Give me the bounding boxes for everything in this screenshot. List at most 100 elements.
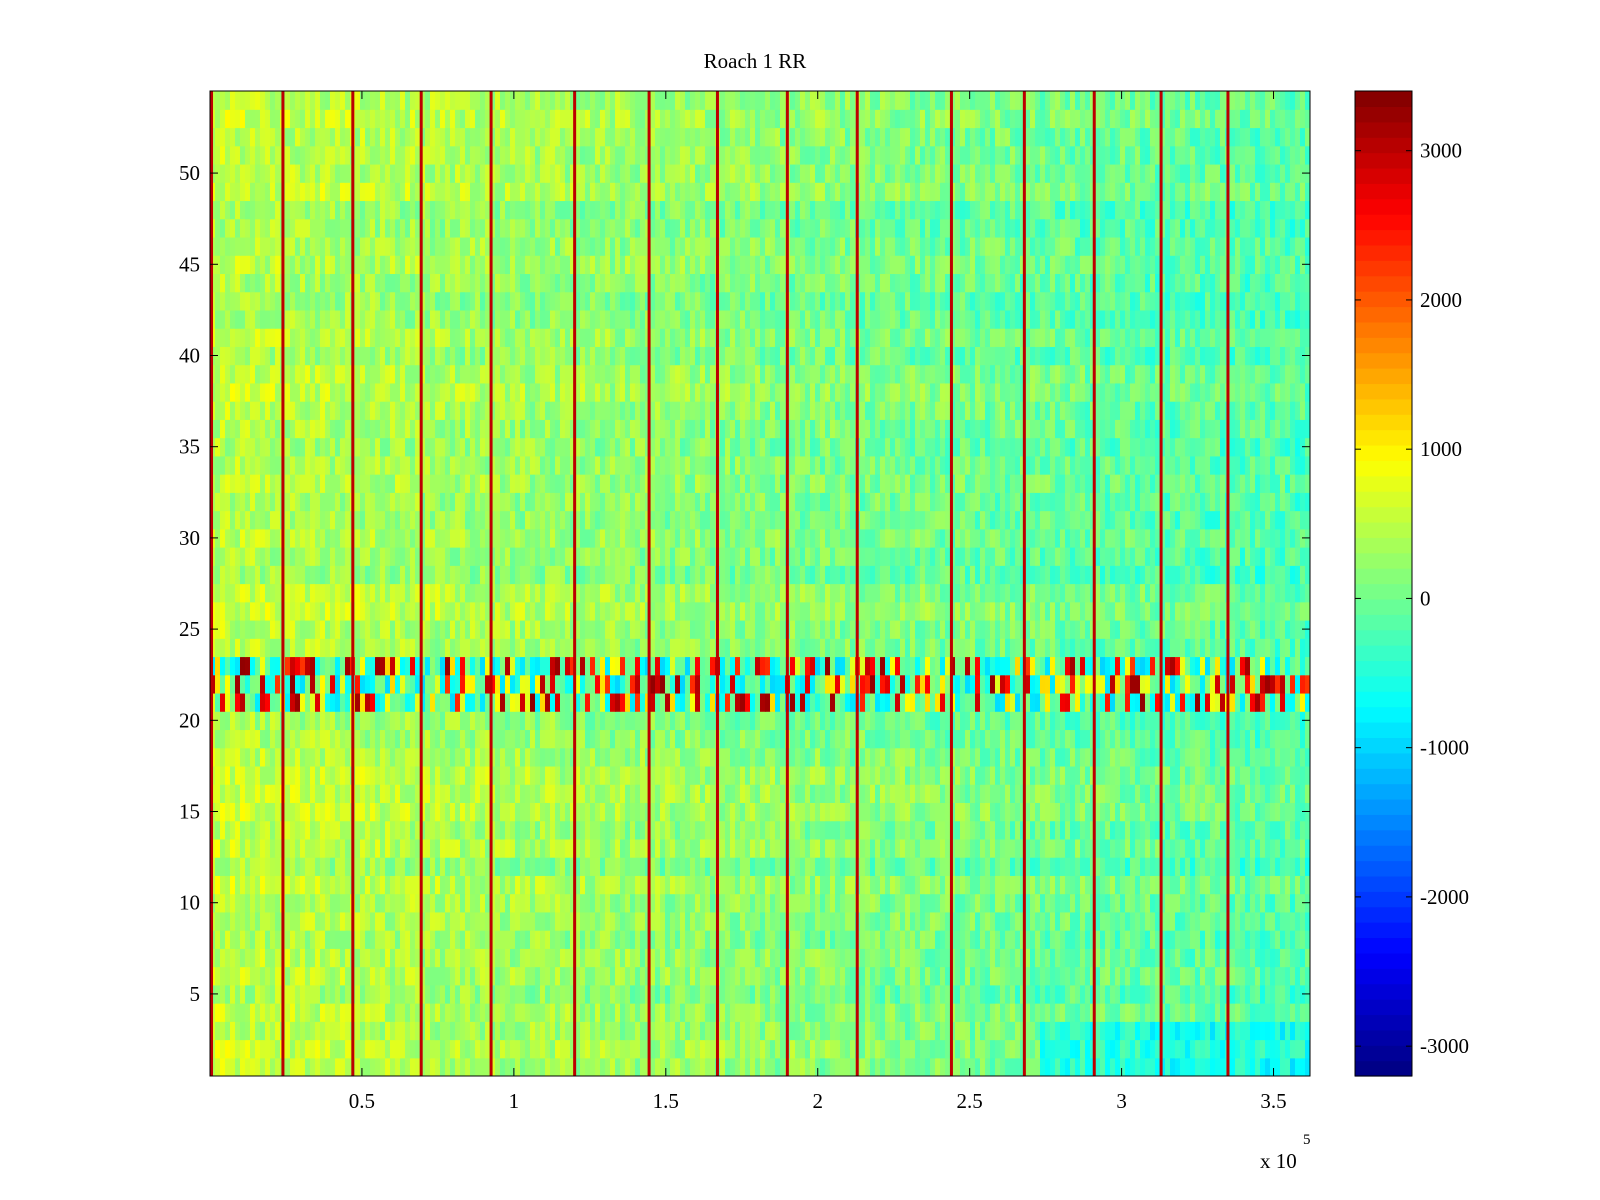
heatmap-cell bbox=[1105, 1057, 1111, 1076]
heatmap-cell bbox=[745, 711, 751, 731]
heatmap-cell bbox=[460, 875, 466, 895]
heatmap-cell bbox=[780, 674, 786, 694]
heatmap-cell bbox=[535, 729, 541, 749]
heatmap-cell bbox=[815, 930, 821, 949]
heatmap-cell bbox=[740, 692, 746, 712]
heatmap-cell bbox=[845, 656, 851, 676]
heatmap-cell bbox=[685, 747, 691, 767]
heatmap-cell bbox=[670, 820, 676, 840]
heatmap-cell bbox=[830, 729, 836, 749]
heatmap-cell bbox=[300, 711, 306, 731]
heatmap-cell bbox=[860, 1021, 866, 1041]
heatmap-cell bbox=[415, 1021, 421, 1041]
heatmap-cell bbox=[700, 674, 706, 694]
heatmap-cell bbox=[745, 948, 751, 968]
heatmap-cell bbox=[1055, 948, 1061, 968]
heatmap-cell bbox=[1065, 747, 1071, 767]
heatmap-cell bbox=[835, 948, 841, 968]
heatmap-cell bbox=[1040, 729, 1046, 749]
heatmap-cell bbox=[690, 1021, 696, 1041]
heatmap-cell bbox=[580, 966, 586, 986]
heatmap-cell bbox=[1060, 966, 1066, 986]
heatmap-cell bbox=[1250, 930, 1256, 949]
heatmap-cell bbox=[1130, 911, 1136, 931]
heatmap-cell bbox=[380, 857, 386, 876]
heatmap-cell bbox=[1030, 765, 1036, 785]
heatmap-cell bbox=[995, 784, 1001, 803]
heatmap-cell bbox=[1160, 1039, 1166, 1059]
heatmap-cell bbox=[1035, 893, 1041, 913]
heatmap-cell bbox=[1180, 1021, 1186, 1041]
heatmap-cell bbox=[925, 857, 931, 876]
heatmap-cell bbox=[1185, 966, 1191, 986]
heatmap-cell bbox=[430, 674, 436, 694]
heatmap-cell bbox=[215, 857, 221, 876]
heatmap-cell bbox=[560, 656, 566, 676]
heatmap-cell bbox=[555, 820, 561, 840]
heatmap-cell bbox=[675, 857, 681, 876]
heatmap-cell bbox=[1175, 930, 1181, 949]
heatmap-cell bbox=[535, 1021, 541, 1041]
heatmap-cell bbox=[860, 802, 866, 822]
heatmap-cell bbox=[825, 948, 831, 968]
heatmap-cell bbox=[995, 857, 1001, 876]
heatmap-cell bbox=[240, 984, 246, 1004]
heatmap-cell bbox=[940, 838, 946, 858]
heatmap-cell bbox=[700, 1039, 706, 1059]
heatmap-cell bbox=[245, 857, 251, 876]
heatmap-cell bbox=[270, 747, 276, 767]
heatmap-cell bbox=[1155, 875, 1161, 895]
heatmap-cell bbox=[1180, 911, 1186, 931]
heatmap-cell bbox=[1190, 875, 1196, 895]
heatmap-cell bbox=[365, 656, 371, 676]
heatmap-cell bbox=[1020, 930, 1026, 949]
heatmap-cell bbox=[770, 784, 776, 803]
heatmap-cell bbox=[1080, 911, 1086, 931]
heatmap-cell bbox=[215, 784, 221, 803]
heatmap-cell bbox=[680, 747, 686, 767]
heatmap-cell bbox=[1205, 857, 1211, 876]
heatmap-cell bbox=[260, 966, 266, 986]
heatmap-cell bbox=[810, 875, 816, 895]
heatmap-cell bbox=[1165, 820, 1171, 840]
heatmap-cell bbox=[1165, 729, 1171, 749]
heatmap-cell bbox=[780, 911, 786, 931]
heatmap-cell bbox=[750, 930, 756, 949]
heatmap-cell bbox=[1065, 765, 1071, 785]
heatmap-cell bbox=[235, 1039, 241, 1059]
heatmap-cell bbox=[245, 966, 251, 986]
heatmap-cell bbox=[515, 1003, 521, 1022]
heatmap-cell bbox=[810, 893, 816, 913]
heatmap-cell bbox=[910, 875, 916, 895]
heatmap-cell bbox=[365, 1003, 371, 1022]
heatmap-cell bbox=[935, 820, 941, 840]
heatmap-cell bbox=[1290, 911, 1296, 931]
heatmap-cell bbox=[230, 1021, 236, 1041]
heatmap-cell bbox=[675, 674, 681, 694]
heatmap-cell bbox=[335, 966, 341, 986]
heatmap-cell bbox=[1015, 875, 1021, 895]
heatmap-cell bbox=[710, 966, 716, 986]
heatmap-cell bbox=[915, 984, 921, 1004]
heatmap-cell bbox=[755, 802, 761, 822]
heatmap-cell bbox=[740, 948, 746, 968]
heatmap-cell bbox=[500, 747, 506, 767]
heatmap-cell bbox=[610, 820, 616, 840]
heatmap-cell bbox=[1255, 747, 1261, 767]
heatmap-cell bbox=[1125, 911, 1131, 931]
heatmap-cell bbox=[1210, 1021, 1216, 1041]
heatmap-cell bbox=[355, 893, 361, 913]
heatmap-cell bbox=[410, 656, 416, 676]
heatmap-cell bbox=[935, 656, 941, 676]
heatmap-cell bbox=[320, 674, 326, 694]
heatmap-cell bbox=[465, 875, 471, 895]
heatmap-cell bbox=[1170, 966, 1176, 986]
heatmap-cell bbox=[455, 875, 461, 895]
heatmap-cell bbox=[435, 875, 441, 895]
heatmap-cell bbox=[880, 747, 886, 767]
heatmap-cell bbox=[285, 984, 291, 1004]
heatmap-cell bbox=[820, 747, 826, 767]
heatmap-cell bbox=[560, 1021, 566, 1041]
heatmap-cell bbox=[250, 893, 256, 913]
heatmap-cell bbox=[1185, 820, 1191, 840]
